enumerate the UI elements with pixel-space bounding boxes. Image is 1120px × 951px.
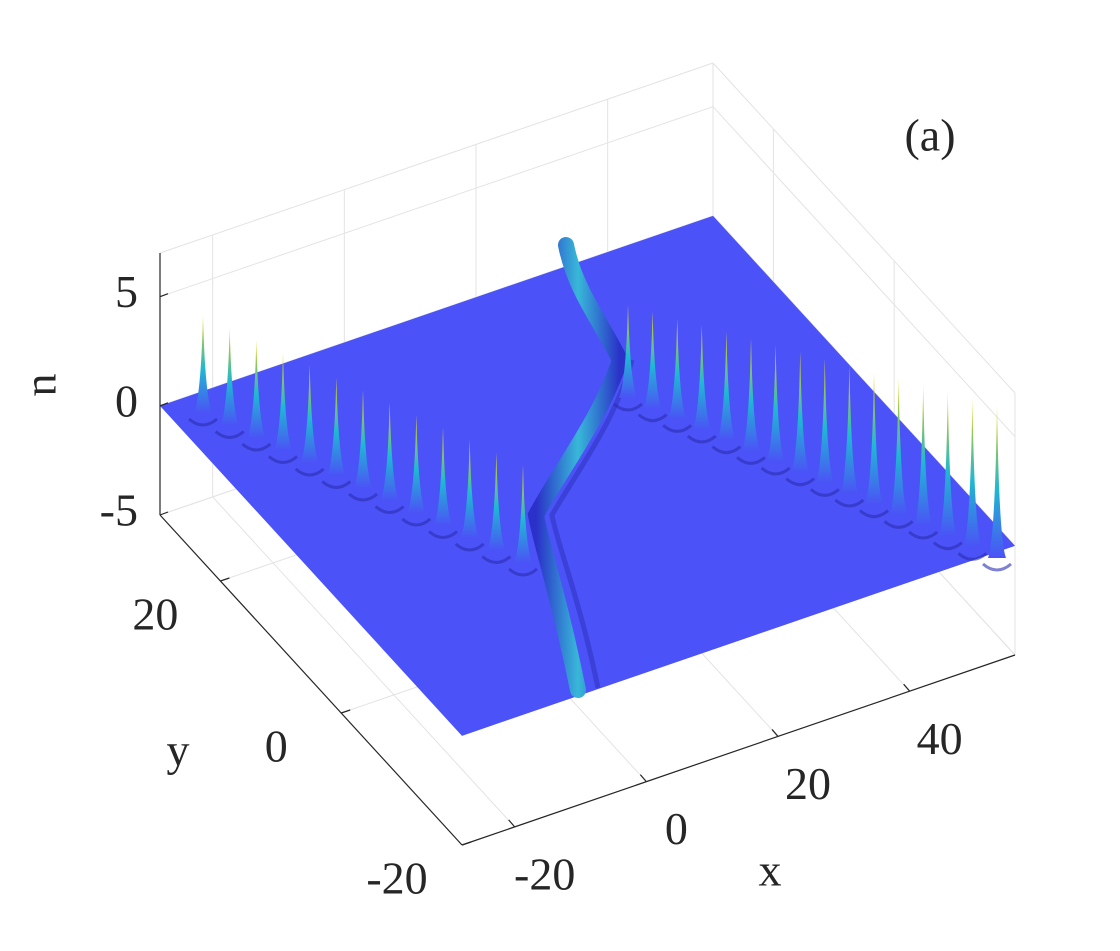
spike <box>938 391 957 537</box>
surface-plane <box>160 215 1015 736</box>
y-axis <box>159 514 463 846</box>
spike-trough <box>321 480 352 489</box>
x-tick-label: 40 <box>917 713 963 764</box>
panel-label: (a) <box>904 110 955 161</box>
spike-trough <box>268 455 298 464</box>
spike <box>514 465 532 563</box>
x-tick <box>508 819 516 828</box>
spike <box>194 315 212 413</box>
spike-trough <box>809 488 840 497</box>
x-axis <box>461 654 1016 846</box>
spike-trough <box>508 567 538 577</box>
spike <box>742 338 760 452</box>
spike-trough <box>454 542 485 552</box>
y-tick <box>461 841 472 846</box>
z-tick <box>159 402 169 407</box>
spike <box>643 311 662 409</box>
x-tick-label: 0 <box>665 803 688 854</box>
surface <box>160 215 1015 736</box>
spike <box>717 331 736 441</box>
spike <box>840 365 859 494</box>
spike-trough <box>686 434 717 444</box>
spike <box>963 398 982 548</box>
spike <box>889 378 908 516</box>
grid-line <box>212 496 516 828</box>
spike-trough <box>859 509 889 519</box>
spike-trough <box>401 517 432 527</box>
spike <box>791 351 810 473</box>
spike <box>434 427 452 526</box>
spike <box>988 405 1006 558</box>
x-tick-label: -20 <box>514 848 575 899</box>
y-tick <box>220 577 230 582</box>
spike-trough <box>214 430 245 439</box>
y-tick-label: 0 <box>265 721 288 772</box>
spike <box>487 452 506 551</box>
spike <box>354 390 372 488</box>
spike <box>815 358 834 484</box>
x-tick <box>903 683 911 692</box>
spike-trough <box>982 562 1012 572</box>
spike <box>460 440 479 538</box>
spike <box>766 345 785 462</box>
grid-line <box>159 106 714 298</box>
z-axis-label: u <box>24 374 75 397</box>
spike <box>407 415 426 513</box>
spike <box>327 377 346 476</box>
spike-trough <box>883 520 914 529</box>
y-axis-label: y <box>167 725 190 776</box>
spike <box>220 327 239 426</box>
spike-trough <box>760 466 791 476</box>
z-tick-label: -5 <box>100 485 138 536</box>
spike-trough <box>481 555 512 564</box>
spike-trough <box>374 505 405 514</box>
spike-trough <box>932 541 963 551</box>
spike-trough <box>637 413 668 423</box>
ridge <box>527 237 629 698</box>
z-tick <box>159 511 169 516</box>
spike <box>692 325 711 430</box>
spike-trough <box>188 417 218 427</box>
y-tick-label: -20 <box>366 853 427 904</box>
spike-trough <box>957 552 988 561</box>
spike <box>668 318 687 420</box>
spike-trough <box>294 467 325 477</box>
spike-trough <box>834 498 865 508</box>
spike <box>865 371 883 505</box>
spike <box>247 340 266 438</box>
spike-trough <box>241 442 272 452</box>
spike-trough <box>613 402 643 412</box>
box-edge <box>159 62 714 254</box>
spike <box>380 402 399 501</box>
x-tick <box>771 729 779 737</box>
spike-trough <box>662 424 693 433</box>
spike-trough <box>711 445 742 455</box>
spike-trough <box>428 530 458 539</box>
y-tick-label: 20 <box>132 589 178 640</box>
x-tick <box>639 774 647 783</box>
z-tick-label: 0 <box>115 375 138 426</box>
spike <box>619 305 637 398</box>
spike <box>274 352 292 451</box>
axes: -5 0 5 -20 0 20 -20 0 20 40 <box>100 253 1016 904</box>
spike <box>914 385 933 526</box>
x-axis-label: x <box>759 845 782 896</box>
spike <box>300 365 319 463</box>
ridge-shadow <box>549 359 635 689</box>
z-tick <box>159 293 169 298</box>
z-tick-label: 5 <box>115 266 138 317</box>
x-tick-label: 20 <box>785 758 831 809</box>
spike-trough <box>908 530 939 540</box>
spike-trough <box>348 492 378 502</box>
y-tick <box>341 709 351 714</box>
spike-trough <box>785 477 816 487</box>
box-edge <box>712 62 1016 394</box>
grid-line <box>712 106 1016 438</box>
spike-trough <box>736 456 766 465</box>
